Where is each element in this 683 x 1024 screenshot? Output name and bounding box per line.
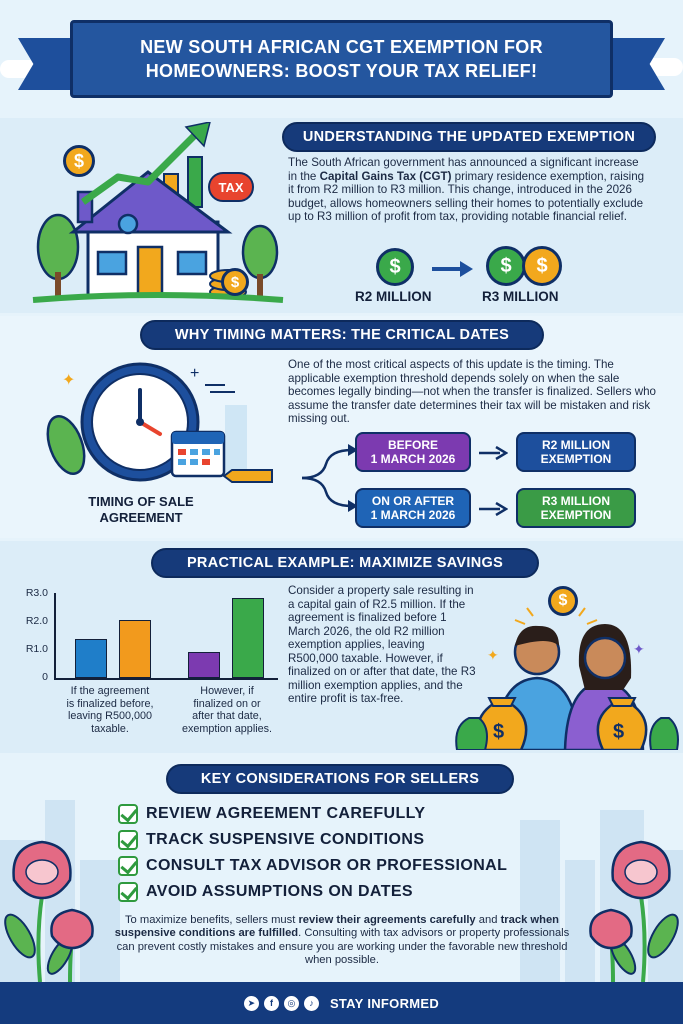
protea-flower-icon [4,840,94,982]
section1-text-2: primary residence exemption, raising it … [288,169,645,224]
x-axis-line [54,678,278,680]
checklist-item-label: REVIEW AGREEMENT CAREFULLY [146,805,426,822]
clock-icon: ✦ + [46,362,247,482]
svg-text:+: + [190,365,199,382]
footer-label: STAY INFORMED [329,995,440,1011]
tax-tag-label: TAX [218,179,244,195]
coin-icon: $ [221,268,249,296]
chart-bar [75,639,107,678]
timing-label: TIMING OF SALE AGREEMENT [88,494,194,525]
before-date-box: BEFORE 1 MARCH 2026 [355,432,471,472]
y-tick-label: R3.0 [25,587,48,599]
section1-body: The South African government has announc… [288,156,650,224]
check-icon [118,856,138,876]
section2-body: One of the most critical aspects of this… [288,358,656,425]
section-heading-timing: WHY TIMING MATTERS: THE CRITICAL DATES [140,320,544,350]
section4-text-bold-2: track when suspensive conditions are ful… [114,914,560,940]
chart-caption-right: However, if finalized on or after that d… [181,685,273,735]
tiktok-icon[interactable]: ♪ [303,995,319,1011]
y-tick-label: R1.0 [25,643,48,655]
chart-bar [119,619,151,678]
section-heading-considerations: KEY CONSIDERATIONS FOR SELLERS [166,764,514,794]
chart-caption-left: If the agreement is finalized before, le… [66,685,154,735]
section4-body: To maximize benefits, sellers must revie… [114,914,570,967]
coin-icon: $ [486,246,526,286]
svg-text:✦: ✦ [487,647,499,663]
section4-text-1: To maximize benefits, sellers must [124,914,299,926]
check-icon [118,882,138,902]
after-result-box: R3 MILLION EXEMPTION [516,488,636,528]
after-date-box: ON OR AFTER 1 MARCH 2026 [355,488,471,528]
coin-icon: $ [63,145,95,177]
protea-flower-icon [589,840,679,982]
section1-text-1: The South African government has announc… [288,156,639,183]
coin-symbol: $ [230,273,240,291]
y-axis-line [54,593,56,679]
checklist-item-label: CONSULT TAX ADVISOR OR PROFESSIONAL [146,857,508,874]
branch-arrow-icon [301,444,358,512]
arrow-right-icon [432,261,473,277]
checklist-item: CONSULT TAX ADVISOR OR PROFESSIONAL [118,854,507,878]
chart-bar [188,651,220,678]
svg-text:✦: ✦ [62,372,75,389]
section3-body: Consider a property sale resulting in a … [288,584,476,705]
y-tick-label: R2.0 [25,615,48,627]
coin-symbol: $ [73,150,84,171]
couple-icon: ✦ ✦ $ $ [455,607,679,750]
facebook-icon[interactable]: f [263,995,279,1011]
from-amount-label: R2 MILLION [355,289,432,304]
section4-text-bold-1: review their agreements carefully [298,914,476,926]
checklist-item-label: AVOID ASSUMPTIONS ON DATES [146,883,414,900]
section-heading-example: PRACTICAL EXAMPLE: MAXIMIZE SAVINGS [151,548,539,578]
coin-symbol: $ [536,254,548,277]
section-heading-understanding: UNDERSTANDING THE UPDATED EXEMPTION [282,122,656,152]
tax-tag-icon: TAX [208,172,254,202]
to-amount-label: R3 MILLION [482,289,559,304]
arrow-right-icon [479,446,508,460]
svg-text:$: $ [493,721,504,743]
page-title: NEW SOUTH AFRICAN CGT EXEMPTION FOR HOME… [70,20,613,98]
telegram-icon[interactable]: ➤ [243,995,259,1011]
instagram-icon[interactable]: ◎ [283,995,299,1011]
check-icon [118,830,138,850]
checklist-item: TRACK SUSPENSIVE CONDITIONS [118,828,424,852]
before-result-box: R2 MILLION EXEMPTION [516,432,636,472]
example-chart: R3.0 R2.0 R1.0 0 If the agreement is fin… [20,585,280,745]
coin-icon: $ [522,246,562,286]
checklist-item: AVOID ASSUMPTIONS ON DATES [118,880,413,904]
house-icon [32,122,284,303]
svg-text:✦: ✦ [633,641,645,657]
checklist-item-label: TRACK SUSPENSIVE CONDITIONS [146,831,425,848]
arrow-right-icon [479,502,508,516]
section1-text-bold: Capital Gains Tax (CGT) [319,169,452,183]
svg-text:$: $ [613,721,624,743]
checklist-item: REVIEW AGREEMENT CAREFULLY [118,802,425,826]
coin-symbol: $ [500,254,512,277]
coin-icon: $ [548,586,578,616]
chart-bar [232,597,264,678]
coin-symbol: $ [558,592,568,609]
coin-icon: $ [376,248,414,286]
calendar-icon [170,430,226,478]
footer: ➤ f ◎ ♪ STAY INFORMED [0,982,683,1024]
pencil-icon [222,469,273,483]
check-icon [118,804,138,824]
section4-text-2: and [475,914,501,926]
section4-text-3: . Consulting with tax advisors or proper… [116,927,570,966]
coin-symbol: $ [389,255,401,278]
y-tick-label: 0 [42,671,48,683]
